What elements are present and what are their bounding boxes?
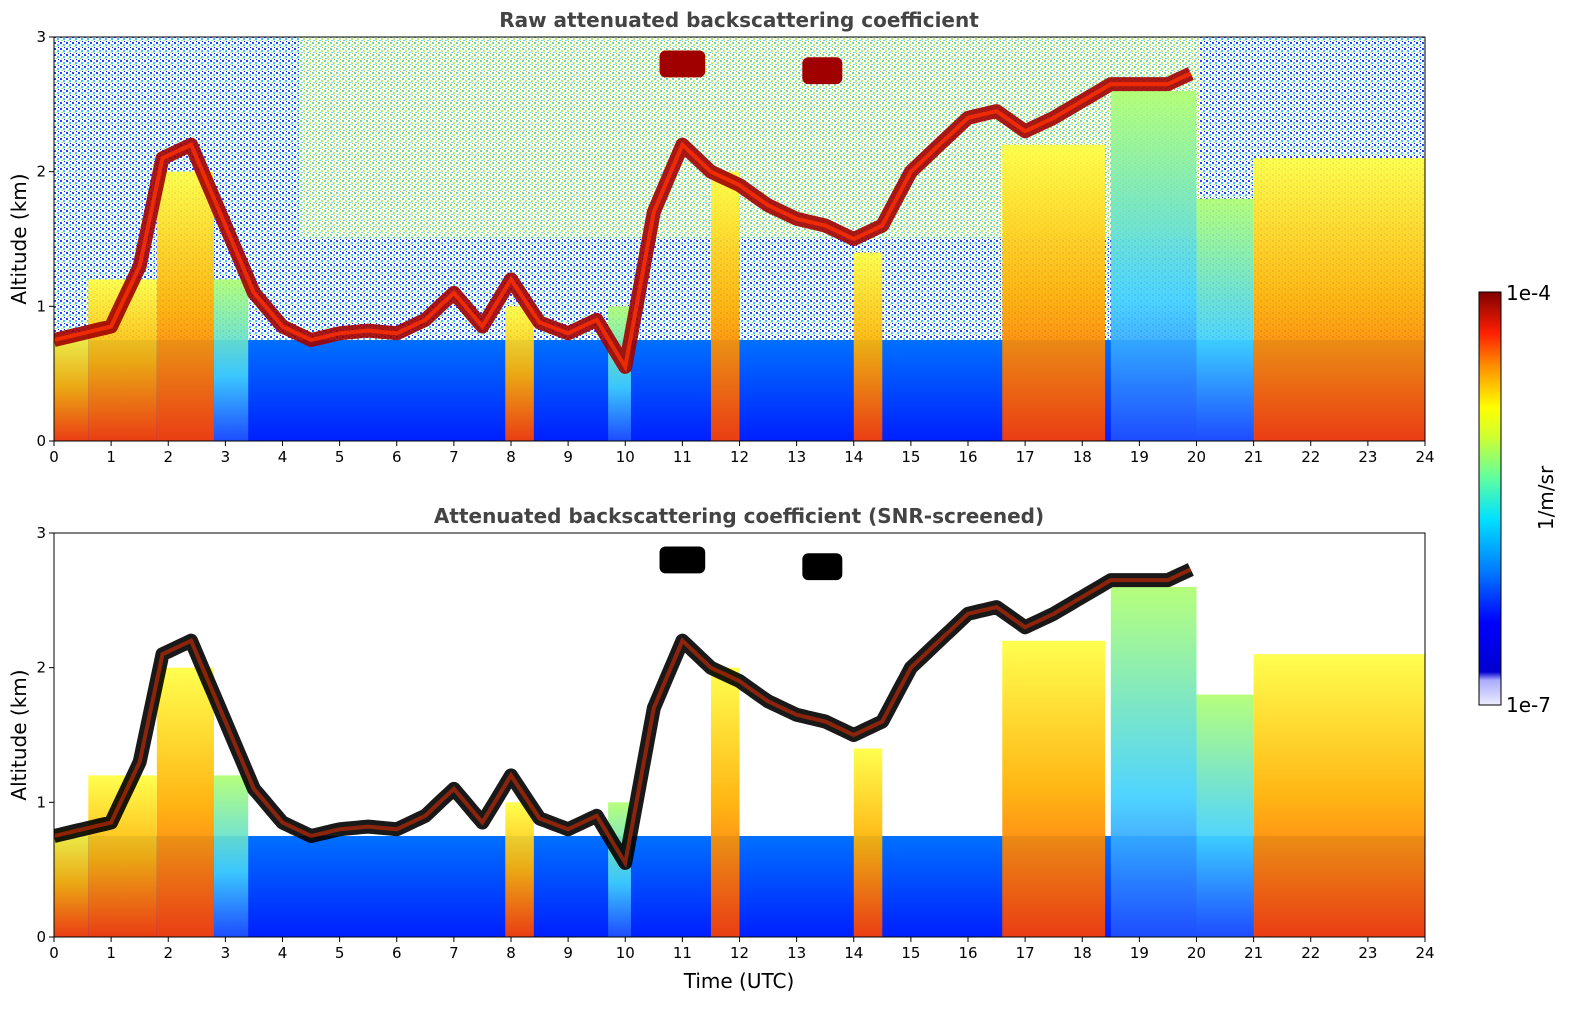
x-tick-label: 16 (958, 944, 977, 962)
aerosol-plume (213, 279, 249, 441)
x-tick-label: 3 (221, 448, 231, 466)
colorbar-min-label: 1e-7 (1506, 693, 1551, 717)
aerosol-plume (54, 333, 89, 441)
x-tick-label: 17 (1016, 944, 1035, 962)
aerosol-plume (156, 667, 214, 937)
y-tick-label: 2 (36, 163, 46, 181)
aerosol-plume (1110, 586, 1197, 937)
aerosol-plume (710, 667, 740, 937)
x-tick-label: 20 (1187, 944, 1206, 962)
colorbar-gradient (1478, 291, 1502, 706)
x-tick-label: 23 (1358, 944, 1377, 962)
x-tick-label: 13 (787, 944, 806, 962)
aerosol-plume (710, 171, 740, 441)
x-tick-label: 7 (449, 944, 459, 962)
cloud-layer-core (54, 567, 1192, 869)
aerosol-plume (54, 829, 89, 937)
x-tick-label: 10 (616, 448, 635, 466)
y-tick-label: 1 (36, 793, 46, 811)
x-tick-label: 8 (506, 448, 516, 466)
x-tick-label: 21 (1244, 944, 1263, 962)
x-tick-label: 24 (1415, 944, 1434, 962)
x-tick-label: 0 (49, 448, 59, 466)
x-tick-label: 19 (1130, 448, 1149, 466)
elevated-cloud-layer (802, 553, 843, 581)
x-tick-label: 15 (901, 944, 920, 962)
y-tick-label: 3 (36, 28, 46, 46)
x-tick-label: 18 (1073, 448, 1092, 466)
aerosol-plume (505, 802, 534, 937)
x-tick-label: 3 (221, 944, 231, 962)
panel1-ylabel: Altitude (km) (7, 173, 31, 304)
aerosol-plume (1196, 694, 1254, 937)
x-tick-label: 21 (1244, 448, 1263, 466)
x-tick-label: 5 (335, 944, 345, 962)
x-tick-label: 1 (106, 448, 116, 466)
x-tick-label: 4 (278, 448, 288, 466)
x-tick-label: 9 (563, 448, 573, 466)
x-tick-label: 24 (1415, 448, 1434, 466)
y-tick-label: 1 (36, 297, 46, 315)
x-tick-label: 7 (449, 448, 459, 466)
x-tick-label: 15 (901, 448, 920, 466)
panel-screened: Attenuated backscattering coefficient (S… (7, 504, 1435, 993)
x-tick-label: 14 (844, 944, 863, 962)
colorbar-unit-label: 1/m/sr (1534, 465, 1558, 530)
panel-raw: Raw attenuated backscattering coefficien… (7, 8, 1435, 466)
x-tick-label: 0 (49, 944, 59, 962)
x-tick-label: 18 (1073, 944, 1092, 962)
cloud-layer-core (54, 71, 1192, 373)
x-tick-label: 17 (1016, 448, 1035, 466)
panel2-xlabel: Time (UTC) (683, 969, 795, 993)
elevated-cloud-layer (659, 50, 706, 78)
colorbar: 1e-4 1e-7 1/m/sr (1478, 281, 1558, 717)
elevated-cloud-layer (802, 57, 843, 85)
x-tick-label: 10 (616, 944, 635, 962)
aerosol-plume (505, 306, 534, 441)
x-tick-label: 2 (163, 944, 173, 962)
aerosol-plume (1253, 654, 1425, 937)
x-tick-label: 19 (1130, 944, 1149, 962)
x-tick-label: 8 (506, 944, 516, 962)
x-tick-label: 6 (392, 448, 402, 466)
x-tick-label: 11 (673, 448, 692, 466)
panel1-title: Raw attenuated backscattering coefficien… (499, 8, 979, 32)
aerosol-plume (1002, 640, 1106, 937)
x-tick-label: 23 (1358, 448, 1377, 466)
x-tick-label: 20 (1187, 448, 1206, 466)
aerosol-plume (1253, 158, 1425, 441)
x-tick-label: 12 (730, 944, 749, 962)
colorbar-max-label: 1e-4 (1506, 281, 1551, 305)
x-tick-label: 1 (106, 944, 116, 962)
aerosol-plume (1110, 90, 1197, 441)
panel2-title: Attenuated backscattering coefficient (S… (434, 504, 1044, 528)
y-tick-label: 2 (36, 659, 46, 677)
aerosol-plume (213, 775, 249, 937)
aerosol-plume (853, 252, 883, 441)
y-tick-label: 3 (36, 524, 46, 542)
panel2-heatmap (54, 533, 1425, 937)
aerosol-plume (156, 171, 214, 441)
x-tick-label: 13 (787, 448, 806, 466)
x-tick-label: 12 (730, 448, 749, 466)
x-tick-label: 5 (335, 448, 345, 466)
aerosol-plume (1196, 198, 1254, 441)
x-tick-label: 4 (278, 944, 288, 962)
aerosol-plume (853, 748, 883, 937)
x-tick-label: 16 (958, 448, 977, 466)
panel1-heatmap (54, 37, 1425, 441)
x-tick-label: 22 (1301, 944, 1320, 962)
x-tick-label: 22 (1301, 448, 1320, 466)
x-tick-label: 6 (392, 944, 402, 962)
y-tick-label: 0 (36, 432, 46, 450)
x-tick-label: 14 (844, 448, 863, 466)
aerosol-plume (1002, 144, 1106, 441)
y-tick-label: 0 (36, 928, 46, 946)
panel2-ylabel: Altitude (km) (7, 669, 31, 800)
elevated-cloud-layer (659, 546, 706, 574)
x-tick-label: 9 (563, 944, 573, 962)
x-tick-label: 2 (163, 448, 173, 466)
x-tick-label: 11 (673, 944, 692, 962)
